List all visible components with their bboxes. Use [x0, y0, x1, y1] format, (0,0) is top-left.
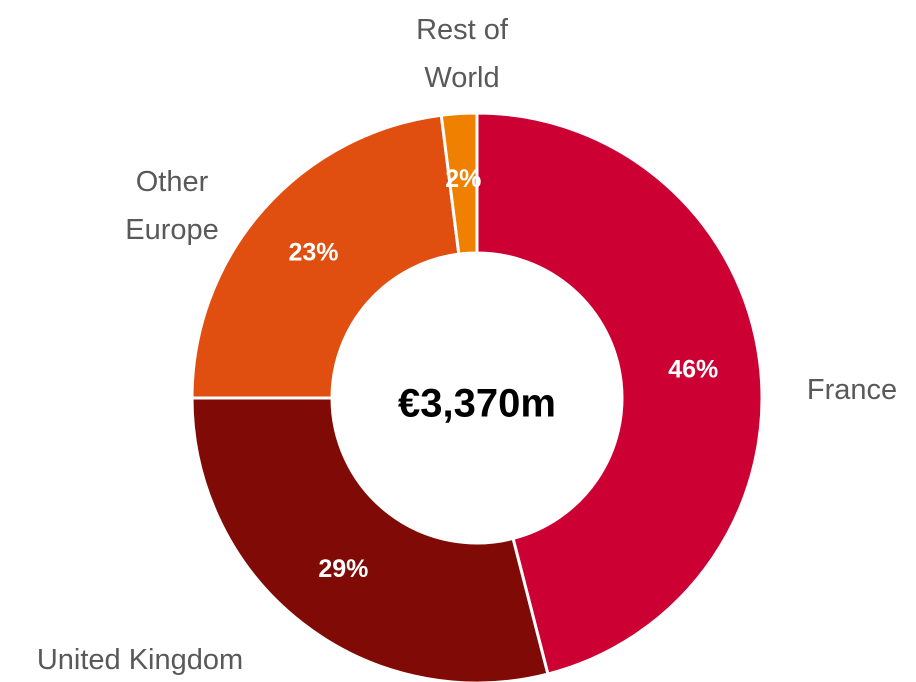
center-label: €3,370m	[398, 382, 556, 426]
value-label: 23%	[288, 238, 338, 266]
value-label: 46%	[668, 355, 718, 383]
donut-segment	[439, 111, 479, 256]
category-label: Other Europe	[125, 166, 219, 246]
value-label: 2%	[445, 165, 481, 193]
donut-segment	[190, 396, 550, 682]
value-label: 29%	[318, 555, 368, 583]
category-label: United Kingdom	[36, 644, 244, 676]
donut-segment	[190, 113, 461, 400]
donut-segment	[475, 111, 764, 676]
category-label: Rest of World	[416, 14, 508, 94]
category-label: France	[806, 374, 898, 406]
